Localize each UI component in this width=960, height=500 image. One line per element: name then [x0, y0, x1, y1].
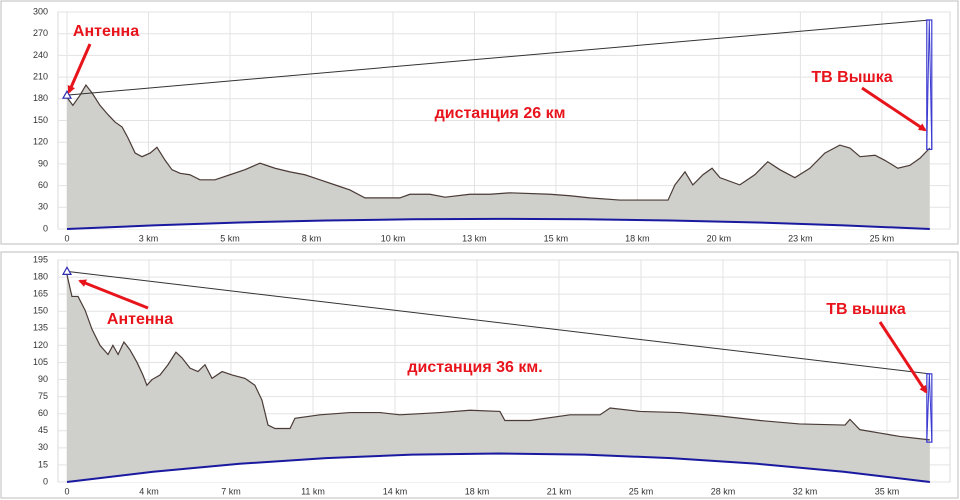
- y-tick-label: 165: [33, 289, 48, 299]
- terrain-fill: [67, 274, 930, 482]
- terrain-line: [66, 83, 931, 201]
- y-tick-label: 0: [43, 476, 48, 486]
- y-tick-label: 240: [33, 50, 48, 60]
- x-tick-label: 25 km: [870, 233, 895, 243]
- x-tick-label: 14 km: [383, 486, 408, 496]
- x-tick-label: 32 km: [793, 486, 818, 496]
- x-tick-label: 0: [64, 486, 69, 496]
- line-of-sight: [66, 270, 930, 375]
- y-tick-label: 60: [38, 408, 48, 418]
- x-tick-label: 25 km: [629, 486, 654, 496]
- x-tick-label: 13 km: [462, 233, 487, 243]
- x-tick-label: 5 km: [220, 233, 240, 243]
- tower-tip: [926, 373, 933, 443]
- y-tick-label: 30: [38, 202, 48, 212]
- y-tick-label: 120: [33, 340, 48, 350]
- y-tick-label: 120: [33, 137, 48, 147]
- earth-curve-fill: [67, 453, 930, 482]
- x-tick-label: 35 km: [875, 486, 900, 496]
- x-tick-label: 18 km: [465, 486, 490, 496]
- y-tick-label: 195: [33, 254, 48, 264]
- x-tick-label: 10 km: [381, 233, 406, 243]
- x-tick-label: 11 km: [301, 486, 325, 496]
- x-tick-label: 21 km: [547, 486, 572, 496]
- annotation: дистанция 26 км: [435, 105, 566, 122]
- terrain-fill: [67, 85, 930, 229]
- y-tick-label: 45: [38, 425, 48, 435]
- x-tick-label: 7 km: [221, 486, 241, 496]
- y-tick-label: 150: [33, 306, 48, 316]
- y-tick-label: 180: [33, 271, 48, 281]
- y-tick-label: 210: [33, 71, 48, 81]
- y-tick-label: 0: [43, 223, 48, 233]
- earth-curve: [66, 217, 930, 230]
- annotation: Антенна: [73, 23, 139, 40]
- annotation: Антенна: [107, 311, 173, 328]
- y-tick-label: 15: [38, 459, 48, 469]
- annotation-arrow: [67, 43, 92, 94]
- y-tick-label: 60: [38, 180, 48, 190]
- antenna-marker: [61, 266, 73, 275]
- tower-tip: [926, 19, 933, 150]
- x-tick-label: 20 km: [707, 233, 732, 243]
- y-tick-label: 300: [33, 6, 48, 16]
- x-tick-label: 0: [64, 233, 69, 243]
- annotation-arrow: [878, 321, 928, 394]
- x-tick-label: 23 km: [788, 233, 813, 243]
- terrain-line: [66, 274, 930, 441]
- earth-curve: [66, 452, 930, 483]
- x-tick-label: 28 km: [711, 486, 736, 496]
- x-tick-label: 8 km: [302, 233, 322, 243]
- antenna-marker: [61, 89, 73, 99]
- annotation-arrow: [861, 86, 927, 132]
- y-tick-label: 90: [38, 374, 48, 384]
- y-tick-label: 150: [33, 115, 48, 125]
- annotation: ТВ вышка: [826, 301, 906, 318]
- y-tick-label: 180: [33, 93, 48, 103]
- annotation: дистанция 36 км.: [407, 359, 542, 376]
- x-tick-label: 3 km: [139, 233, 159, 243]
- x-tick-label: 15 km: [544, 233, 569, 243]
- y-tick-label: 105: [33, 357, 48, 367]
- y-tick-label: 90: [38, 158, 48, 168]
- y-tick-label: 75: [38, 391, 48, 401]
- y-tick-label: 30: [38, 442, 48, 452]
- y-tick-label: 135: [33, 323, 48, 333]
- x-tick-label: 4 km: [139, 486, 159, 496]
- line-of-sight: [66, 19, 930, 96]
- x-tick-label: 18 km: [625, 233, 650, 243]
- annotation: ТВ Вышка: [811, 69, 892, 86]
- annotation-arrow: [78, 279, 149, 310]
- earth-curve-fill: [67, 218, 930, 229]
- y-tick-label: 270: [33, 28, 48, 38]
